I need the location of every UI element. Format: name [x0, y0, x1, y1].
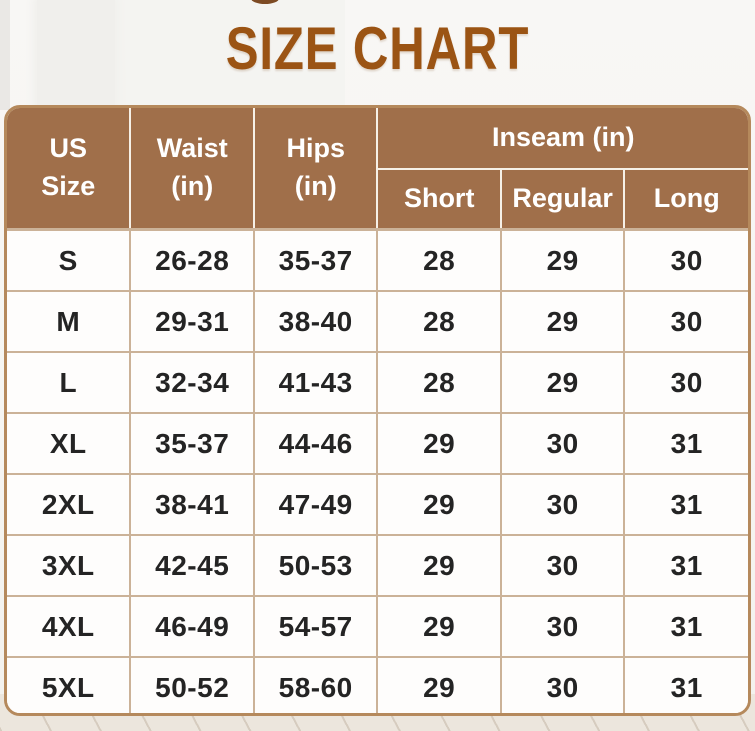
- cell-inseam-short: 29: [376, 473, 502, 536]
- cell-inseam-long: 31: [623, 473, 748, 536]
- cell-inseam-short: 28: [376, 290, 502, 353]
- cell-waist: 42-45: [129, 534, 255, 597]
- cell-inseam-regular: 29: [499, 290, 626, 353]
- cell-size: 2XL: [7, 473, 132, 536]
- table-body: S 26-28 35-37 28 29 30 M 29-31 38-40 28 …: [7, 228, 748, 713]
- cell-hips: 54-57: [252, 595, 379, 658]
- table-row: 4XL 46-49 54-57 29 30 31: [7, 595, 748, 658]
- table-row: S 26-28 35-37 28 29 30: [7, 228, 748, 292]
- table-row: 2XL 38-41 47-49 29 30 31: [7, 473, 748, 536]
- header-inseam-regular: Regular: [499, 168, 626, 231]
- cell-waist: 26-28: [129, 228, 255, 292]
- cell-hips: 50-53: [252, 534, 379, 597]
- cell-size: L: [7, 351, 132, 414]
- header-inseam-long: Long: [623, 168, 748, 231]
- cell-hips: 44-46: [252, 412, 379, 475]
- cell-waist: 29-31: [129, 290, 255, 353]
- cell-waist: 38-41: [129, 473, 255, 536]
- cell-inseam-regular: 30: [499, 656, 626, 713]
- cell-inseam-long: 31: [623, 595, 748, 658]
- backdrop-band: [0, 0, 10, 110]
- cell-hips: 35-37: [252, 228, 379, 292]
- header-row-inseam-sub: Short Regular Long: [7, 168, 748, 231]
- size-chart-table-container: US Size Waist (in) Hips (in) Inseam (in)…: [4, 105, 751, 716]
- cell-size: XL: [7, 412, 132, 475]
- cell-inseam-short: 29: [376, 656, 502, 713]
- cell-inseam-short: 29: [376, 534, 502, 597]
- cell-inseam-short: 28: [376, 228, 502, 292]
- table-row: XL 35-37 44-46 29 30 31: [7, 412, 748, 475]
- header-hips: Hips (in): [252, 108, 379, 231]
- header-inseam: Inseam (in): [376, 108, 748, 170]
- cell-hips: 47-49: [252, 473, 379, 536]
- cell-inseam-regular: 29: [499, 228, 626, 292]
- table-row: 3XL 42-45 50-53 29 30 31: [7, 534, 748, 597]
- cell-inseam-long: 31: [623, 656, 748, 713]
- cell-inseam-regular: 30: [499, 534, 626, 597]
- cell-inseam-short: 29: [376, 412, 502, 475]
- cell-inseam-long: 30: [623, 351, 748, 414]
- cell-hips: 38-40: [252, 290, 379, 353]
- cell-size: 5XL: [7, 656, 132, 713]
- cell-inseam-long: 31: [623, 412, 748, 475]
- cell-inseam-long: 31: [623, 534, 748, 597]
- cell-waist: 35-37: [129, 412, 255, 475]
- cell-waist: 50-52: [129, 656, 255, 713]
- cell-size: M: [7, 290, 132, 353]
- header-waist: Waist (in): [129, 108, 255, 231]
- cell-hips: 41-43: [252, 351, 379, 414]
- cell-size: S: [7, 228, 132, 292]
- table-row: M 29-31 38-40 28 29 30: [7, 290, 748, 353]
- cropped-graphic-arc: [251, 0, 279, 4]
- cell-inseam-short: 28: [376, 351, 502, 414]
- cell-inseam-regular: 30: [499, 473, 626, 536]
- cell-waist: 46-49: [129, 595, 255, 658]
- table-row: L 32-34 41-43 28 29 30: [7, 351, 748, 414]
- cell-inseam-regular: 29: [499, 351, 626, 414]
- page-title: SIZE CHART: [225, 15, 530, 82]
- cell-inseam-regular: 30: [499, 412, 626, 475]
- table-row: 5XL 50-52 58-60 29 30 31: [7, 656, 748, 713]
- cell-hips: 58-60: [252, 656, 379, 713]
- cell-waist: 32-34: [129, 351, 255, 414]
- cell-inseam-long: 30: [623, 228, 748, 292]
- header-us-size: US Size: [7, 108, 132, 231]
- table-header: US Size Waist (in) Hips (in) Inseam (in)…: [7, 108, 748, 231]
- size-chart-table: US Size Waist (in) Hips (in) Inseam (in)…: [7, 108, 748, 713]
- header-inseam-short: Short: [377, 168, 502, 231]
- cell-size: 3XL: [7, 534, 132, 597]
- cell-size: 4XL: [7, 595, 132, 658]
- cell-inseam-long: 30: [623, 290, 748, 353]
- cell-inseam-regular: 30: [499, 595, 626, 658]
- header-row-main: US Size Waist (in) Hips (in) Inseam (in): [7, 108, 748, 231]
- cell-inseam-short: 29: [376, 595, 502, 658]
